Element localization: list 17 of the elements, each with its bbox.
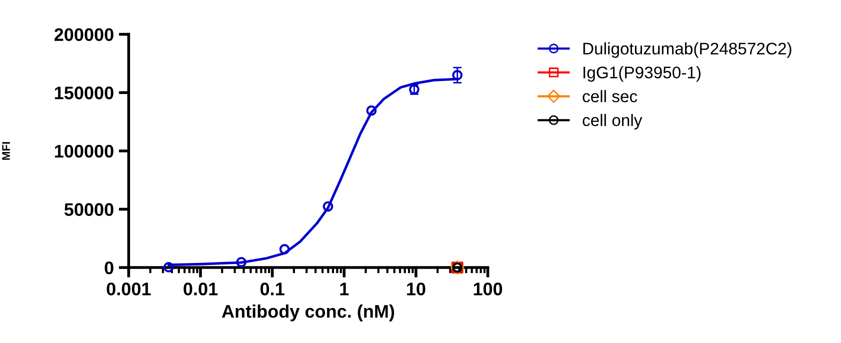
x-axis-title: Antibody conc. (nM) [222,304,394,322]
y-tick-label: 150000 [54,86,114,100]
y-tick-label: 100000 [54,144,114,158]
x-tick-label: 1 [340,282,349,296]
y-axis-title: MFI [2,142,10,160]
y-tick-label: 0 [104,261,114,274]
x-tick-label: 100 [474,282,502,296]
x-tick-label: 0.1 [260,282,284,296]
legend-label: Duligotuzumab(P248572C2) [583,42,792,58]
x-tick-label: 0.01 [184,282,218,296]
y-tick-label: 200000 [54,28,114,42]
x-tick-label: 10 [407,282,426,296]
legend-label: IgG1(P93950-1) [584,66,701,82]
x-tick-label: 0.001 [106,282,151,296]
y-tick-label: 50000 [64,203,114,216]
legend-label: cell only [582,114,642,130]
legend-label: cell sec [582,90,638,102]
